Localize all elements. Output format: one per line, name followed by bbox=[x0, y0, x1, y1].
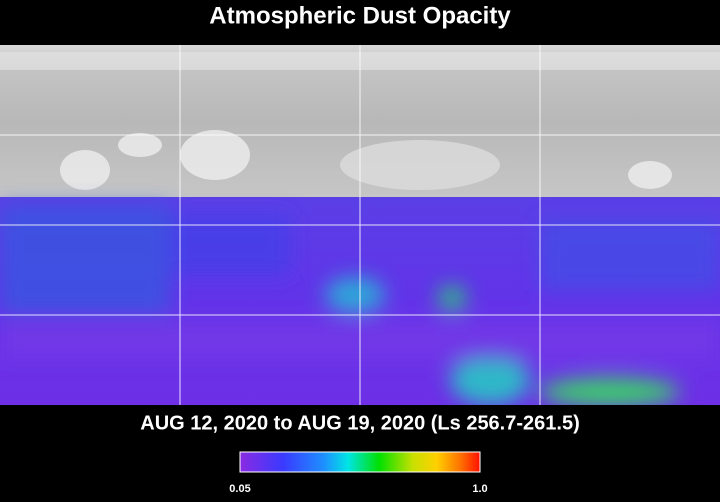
title: Atmospheric Dust Opacity bbox=[209, 2, 511, 29]
colorbar-max-label: 1.0 bbox=[472, 483, 487, 495]
colorbar-min-label: 0.05 bbox=[229, 483, 250, 495]
colorbar bbox=[239, 451, 481, 473]
date-range: AUG 12, 2020 to AUG 19, 2020 (Ls 256.7-2… bbox=[140, 412, 579, 434]
mars-map bbox=[0, 45, 720, 405]
